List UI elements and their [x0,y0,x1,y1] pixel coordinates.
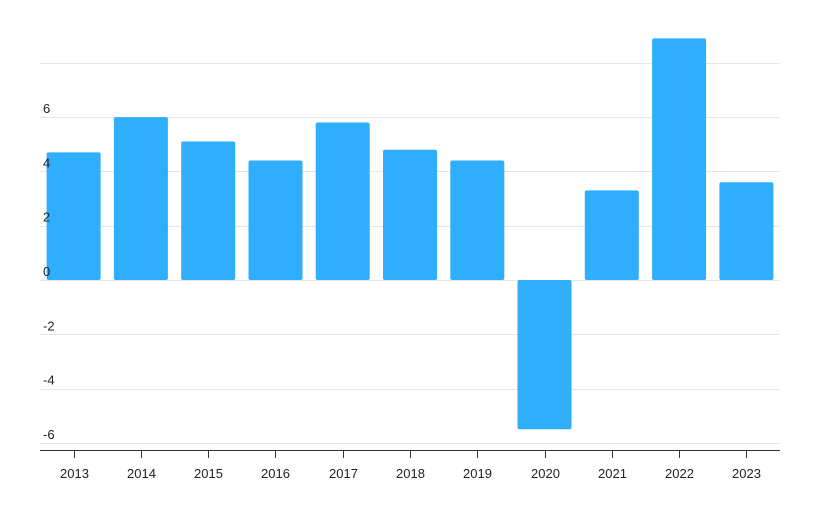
bar-2013 [46,152,101,280]
y-tick-label: 0 [43,264,50,279]
y-tick-label: -4 [43,373,55,388]
x-tick-label: 2015 [194,466,223,481]
x-tick-label: 2016 [261,466,290,481]
y-tick-label: -6 [43,427,55,442]
x-axis: 2013 2014 2015 2016 2017 2018 2019 2020 2021 2022… [40,450,780,481]
x-tick-label: 2019 [463,466,492,481]
bar-2019 [450,160,505,280]
bar-2015 [181,141,236,280]
bar-2017 [315,122,370,280]
x-tick-label: 2014 [127,466,156,481]
bar-2016 [248,160,303,280]
bars [46,38,774,430]
bar-2023 [719,182,774,280]
y-tick-label: 2 [43,210,50,225]
x-tick-label: 2022 [665,466,694,481]
x-tick-label: 2020 [531,466,560,481]
bar-2021 [584,190,639,280]
x-tick-label: 2013 [60,466,89,481]
y-axis-labels: -6 -4 -2 0 2 4 6 [43,101,55,442]
x-tick-label: 2023 [732,466,761,481]
x-tick-label: 2021 [598,466,627,481]
x-tick-label: 2018 [396,466,425,481]
x-tick-label: 2017 [329,466,358,481]
bar-2014 [113,117,168,280]
bar-2020 [517,280,572,430]
bar-2018 [383,149,437,280]
y-tick-label: -2 [43,318,55,333]
y-tick-label: 4 [43,155,50,170]
y-tick-label: 6 [43,101,50,116]
bar-2022 [652,38,707,281]
